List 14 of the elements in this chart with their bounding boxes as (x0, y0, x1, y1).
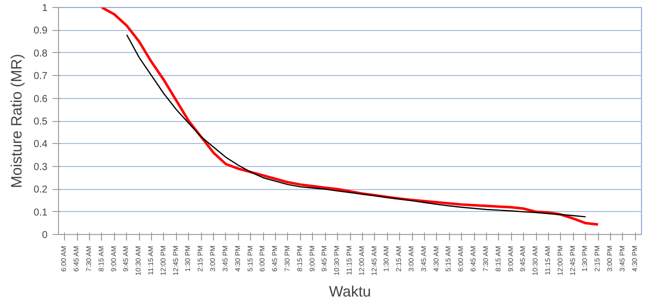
y-tick-label: 0.7 (34, 71, 48, 82)
y-tick-label: 0.3 (34, 162, 48, 173)
y-tick-label: 0 (42, 230, 48, 241)
y-tick-label: 1 (42, 3, 48, 14)
line-series (126, 34, 586, 218)
y-tick-label: 0.9 (34, 26, 48, 37)
y-axis-title: Moisture Ratio (MR) (8, 54, 26, 188)
y-tick-label: 0.8 (34, 48, 48, 60)
y-tick-label: 0.2 (34, 184, 48, 196)
y-tick-label: 0.6 (34, 94, 48, 105)
y-tick-label: 0.4 (34, 139, 48, 150)
y-tick-label: 0.5 (34, 116, 48, 128)
y-tick-label: 0.1 (34, 207, 48, 218)
x-axis-title: Waktu (329, 283, 371, 300)
